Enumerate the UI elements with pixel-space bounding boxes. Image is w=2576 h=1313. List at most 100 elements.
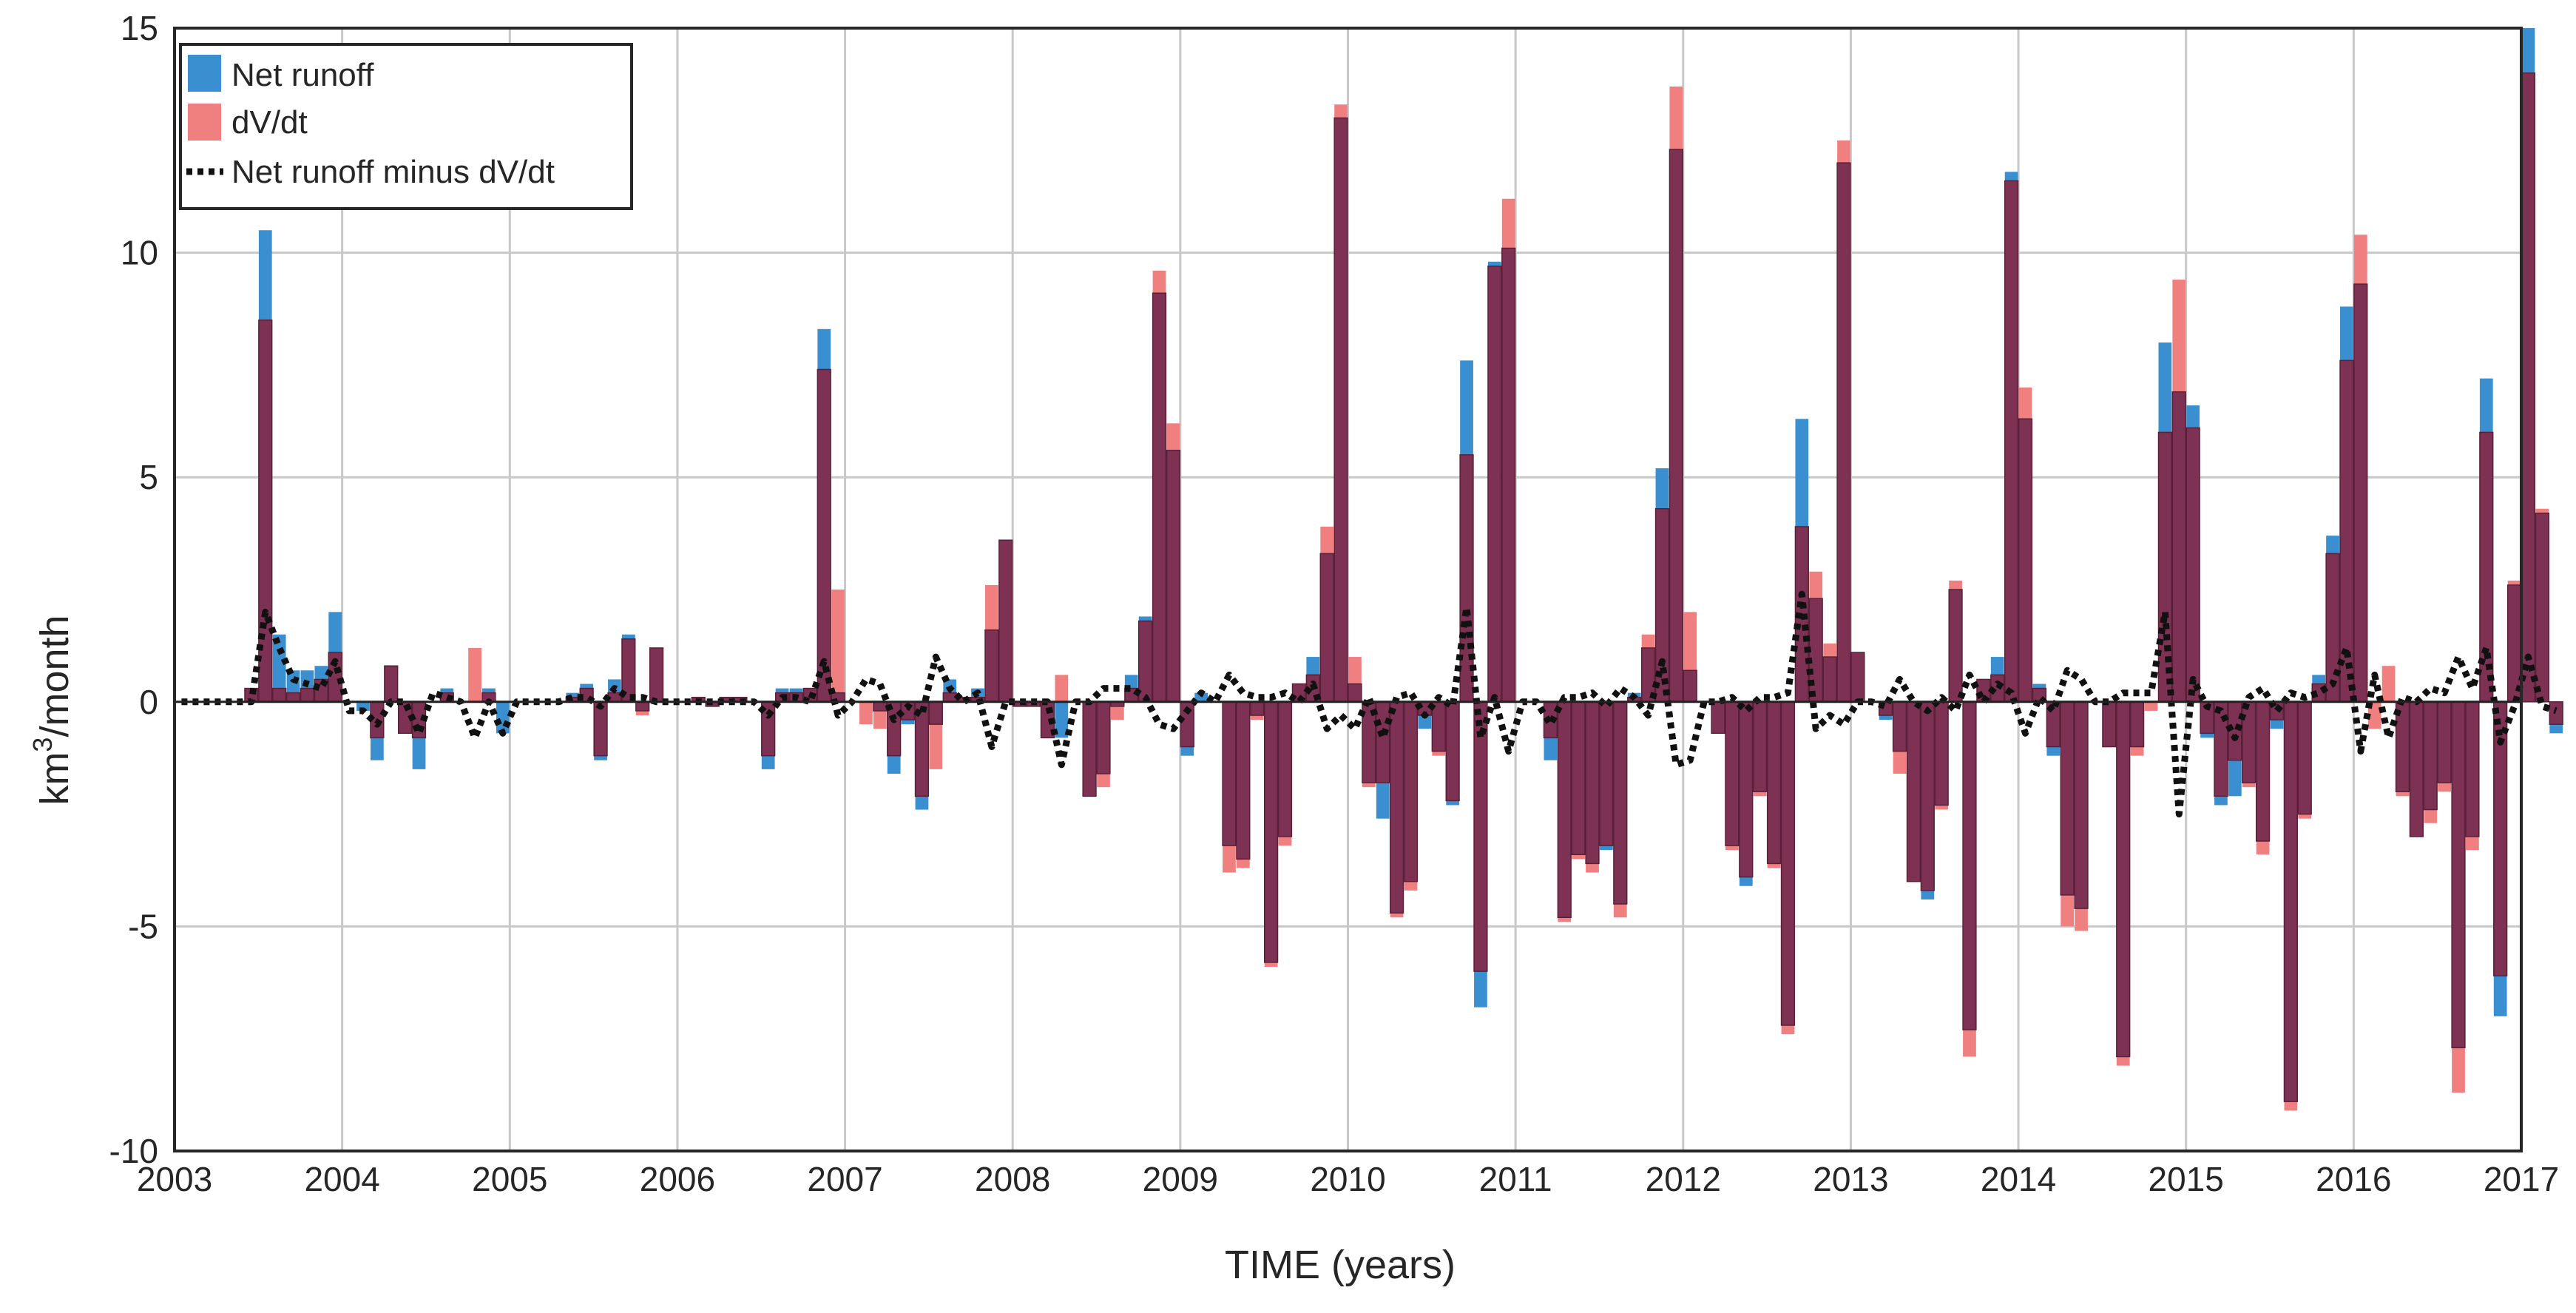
overlap-bar xyxy=(2102,701,2117,748)
overlap-bar xyxy=(1948,589,1963,703)
y-tick-label: 0 xyxy=(139,683,158,721)
plot-frame xyxy=(173,27,2523,1152)
overlap-bar xyxy=(593,701,608,757)
overlap-bar xyxy=(1585,701,1600,865)
overlap-bar xyxy=(817,368,831,703)
overlap-bar xyxy=(1613,701,1628,905)
overlap-bar xyxy=(2549,701,2563,725)
overlap-bar xyxy=(1138,620,1153,703)
y-tick-label: 15 xyxy=(121,9,158,47)
overlap-bar xyxy=(1319,553,1334,703)
y-tick-label: 5 xyxy=(139,458,158,496)
x-tick-label: 2015 xyxy=(2149,1160,2224,1198)
overlap-bar xyxy=(1725,701,1740,846)
overlap-bar xyxy=(635,701,650,712)
overlap-bar xyxy=(1487,266,1502,703)
net-runoff-bar xyxy=(1055,701,1069,738)
legend: Net runoff dV/dt Net runoff minus dV/dt xyxy=(179,43,633,210)
net-runoff-bar xyxy=(496,701,510,734)
overlap-bar xyxy=(2465,701,2480,837)
overlap-bar xyxy=(1753,701,1768,792)
overlap-bar xyxy=(1892,701,1907,752)
residual-line-layer xyxy=(181,590,2558,818)
overlap-bar xyxy=(2060,701,2075,896)
overlap-bar xyxy=(1445,701,1460,802)
dvdt-bar xyxy=(2144,701,2158,711)
overlap-bar xyxy=(1501,247,1516,703)
overlap-bar xyxy=(1166,450,1181,703)
overlap-bar xyxy=(285,692,301,703)
overlap-bar xyxy=(1222,701,1237,846)
overlap-bar xyxy=(1277,701,1293,837)
legend-box xyxy=(179,43,633,210)
dvdt-bar xyxy=(859,701,873,725)
overlap-bar xyxy=(2018,418,2033,703)
overlap-bar xyxy=(1096,701,1111,774)
overlap-bar xyxy=(2423,701,2438,811)
overlap-bar xyxy=(2409,701,2424,837)
x-axis-title: TIME (years) xyxy=(1225,1243,1456,1287)
overlap-bar xyxy=(1431,701,1446,752)
x-tick-label: 2016 xyxy=(2316,1160,2391,1198)
x-tick-label: 2006 xyxy=(640,1160,715,1198)
overlap-bar xyxy=(1250,701,1265,716)
overlap-bar xyxy=(1683,669,1697,703)
y-axis-title-sup: 3 xyxy=(27,737,58,752)
y-axis-title: km3/month xyxy=(27,615,77,805)
overlap-bar xyxy=(2004,180,2019,703)
axes xyxy=(173,27,2523,1152)
legend-swatch-net-runoff xyxy=(188,55,221,92)
overlap-bar xyxy=(1403,701,1419,882)
net-runoff-minus-dvdt-line xyxy=(181,590,2558,818)
overlap-bar xyxy=(1082,701,1097,797)
overlap-bar xyxy=(2506,584,2522,703)
tick-labels: 2003 2004 2005 2006 2007 2008 2009 2010 2011 2012… xyxy=(109,9,2560,1198)
overlap-bar xyxy=(2437,701,2452,783)
x-tick-label: 2008 xyxy=(975,1160,1050,1198)
overlap-bar xyxy=(2255,701,2271,842)
x-tick-label: 2014 xyxy=(1981,1160,2056,1198)
overlap-bar xyxy=(2116,701,2131,1058)
y-axis-title-tail: /month xyxy=(33,615,77,737)
x-tick-label: 2007 xyxy=(807,1160,882,1198)
y-tick-label: 10 xyxy=(121,234,158,272)
overlap-bar xyxy=(1906,701,1921,882)
overlap-bar xyxy=(1822,656,1837,703)
legend-swatch-dvdt xyxy=(188,104,221,141)
overlap-bar xyxy=(1669,149,1683,703)
overlap-bar xyxy=(1236,701,1251,860)
x-tick-label: 2003 xyxy=(137,1160,212,1198)
x-tick-label: 2017 xyxy=(2484,1160,2559,1198)
x-tick-label: 2005 xyxy=(472,1160,547,1198)
overlap-bar xyxy=(2353,283,2368,703)
overlap-bar xyxy=(1152,292,1167,703)
overlap-bar xyxy=(272,687,287,703)
overlap-bar xyxy=(1571,701,1586,855)
y-axis-title-base: km xyxy=(33,752,77,806)
overlap-bar xyxy=(2535,513,2549,703)
overlap-bar xyxy=(2074,701,2089,909)
overlap-bar xyxy=(1920,701,1935,891)
overlap-bar xyxy=(1599,701,1614,846)
dvdt-bar xyxy=(2381,666,2396,702)
overlap-bar xyxy=(1850,652,1865,703)
overlap-bar xyxy=(2171,391,2186,703)
overlap-bar xyxy=(1389,701,1404,914)
overlap-bar xyxy=(1739,701,1754,878)
overlap-bar xyxy=(1348,683,1362,703)
overlap-bar xyxy=(1263,701,1279,963)
y-tick-label: -10 xyxy=(109,1132,158,1170)
overlap-bar xyxy=(2129,701,2145,748)
overlap-bar xyxy=(1836,162,1851,703)
x-tick-label: 2009 xyxy=(1143,1160,1218,1198)
y-tick-label: -5 xyxy=(128,907,158,945)
net-runoff-bar xyxy=(1194,692,1208,702)
overlap-bar xyxy=(1333,117,1348,703)
overlap-bar xyxy=(1934,701,1949,806)
overlap-bar xyxy=(1473,701,1488,972)
overlap-bar xyxy=(384,665,399,703)
dvdt-bar xyxy=(468,647,481,702)
x-tick-label: 2013 xyxy=(1813,1160,1888,1198)
